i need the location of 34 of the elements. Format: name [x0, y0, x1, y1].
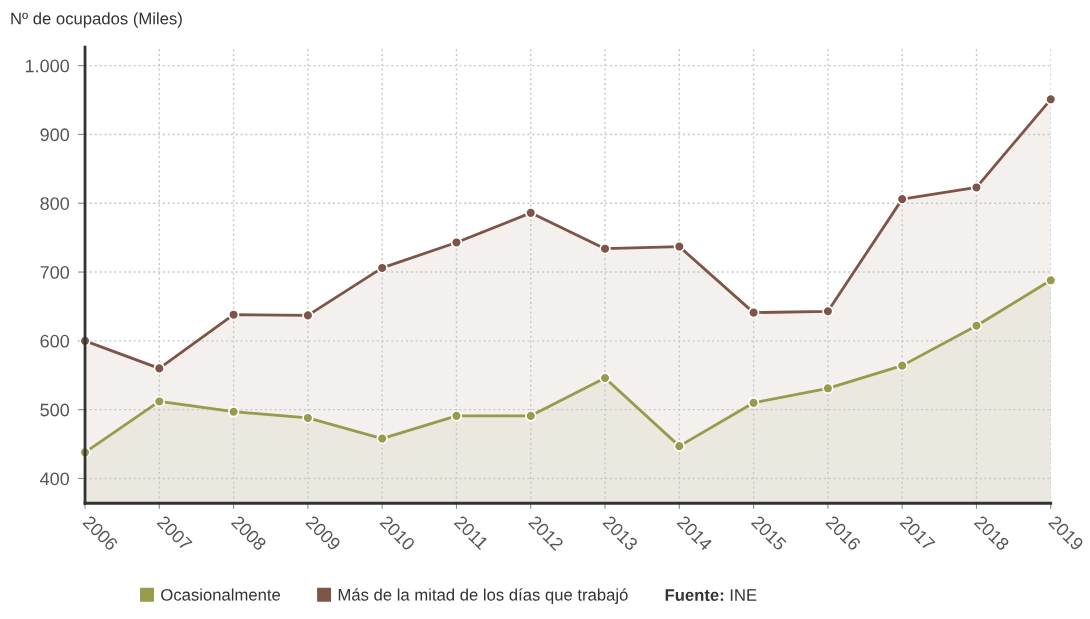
point	[227, 309, 240, 321]
y-tick-label: 700	[40, 265, 70, 279]
y-tick-label: 900	[40, 128, 70, 142]
legend-label: Más de la mitad de los días que trabajó	[338, 588, 628, 604]
point	[896, 359, 908, 372]
point	[970, 320, 983, 332]
y-tick-label: 400	[40, 472, 70, 486]
y-tick-label: 800	[40, 197, 70, 210]
point	[302, 412, 314, 424]
point	[673, 240, 686, 253]
point	[227, 406, 240, 418]
point	[153, 362, 166, 375]
point	[747, 306, 760, 319]
point	[153, 395, 166, 408]
point	[970, 181, 983, 194]
source-note: Fuente: INE	[665, 589, 757, 601]
point	[376, 262, 388, 274]
point	[599, 372, 611, 384]
point	[450, 236, 463, 249]
point	[822, 305, 834, 317]
point	[822, 382, 834, 395]
y-tick-label: 500	[40, 403, 70, 417]
point	[302, 309, 314, 322]
point	[747, 397, 760, 409]
point	[525, 207, 537, 219]
legend-label: Ocasionalmente	[161, 588, 281, 601]
point	[450, 410, 463, 422]
point	[376, 432, 388, 445]
y-tick-label: 600	[40, 334, 70, 348]
point	[673, 440, 686, 452]
point	[599, 242, 611, 255]
y-axis-title: Nº de ocupados (Miles)	[11, 12, 182, 28]
point	[525, 410, 537, 422]
y-tick-label: 1.000	[25, 59, 70, 73]
